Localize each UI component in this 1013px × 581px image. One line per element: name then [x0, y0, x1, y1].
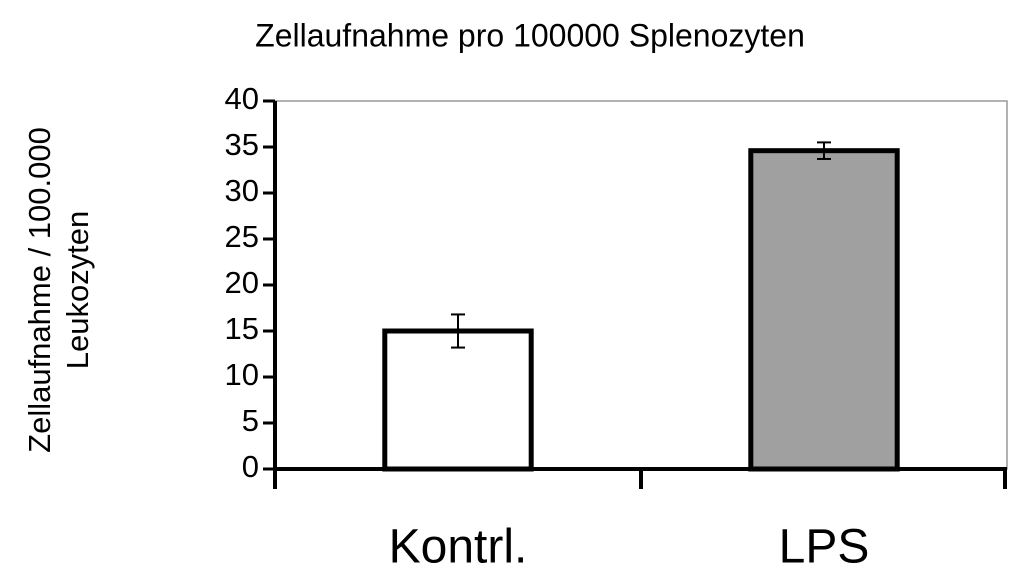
- y-tick-label: 25: [225, 219, 259, 254]
- y-tick-label: 40: [225, 81, 259, 116]
- y-tick-label: 35: [225, 127, 259, 162]
- y-tick-label: 0: [242, 449, 259, 484]
- bar: [748, 148, 900, 472]
- x-tick-label: Kontrl.: [389, 521, 528, 574]
- x-tick-label: LPS: [779, 521, 870, 574]
- y-tick-label: 30: [225, 173, 259, 208]
- y-axis-label: Leukozyten: [60, 211, 95, 370]
- y-axis-label: Zellaufnahme / 100.000: [22, 127, 57, 453]
- y-tick-label: 15: [225, 311, 259, 346]
- y-tick-label: 10: [225, 357, 259, 392]
- chart-title: Zellaufnahme pro 100000 Splenozyten: [255, 17, 805, 53]
- y-tick-label: 20: [225, 265, 259, 300]
- bar: [382, 328, 534, 472]
- y-tick-label: 5: [242, 403, 259, 438]
